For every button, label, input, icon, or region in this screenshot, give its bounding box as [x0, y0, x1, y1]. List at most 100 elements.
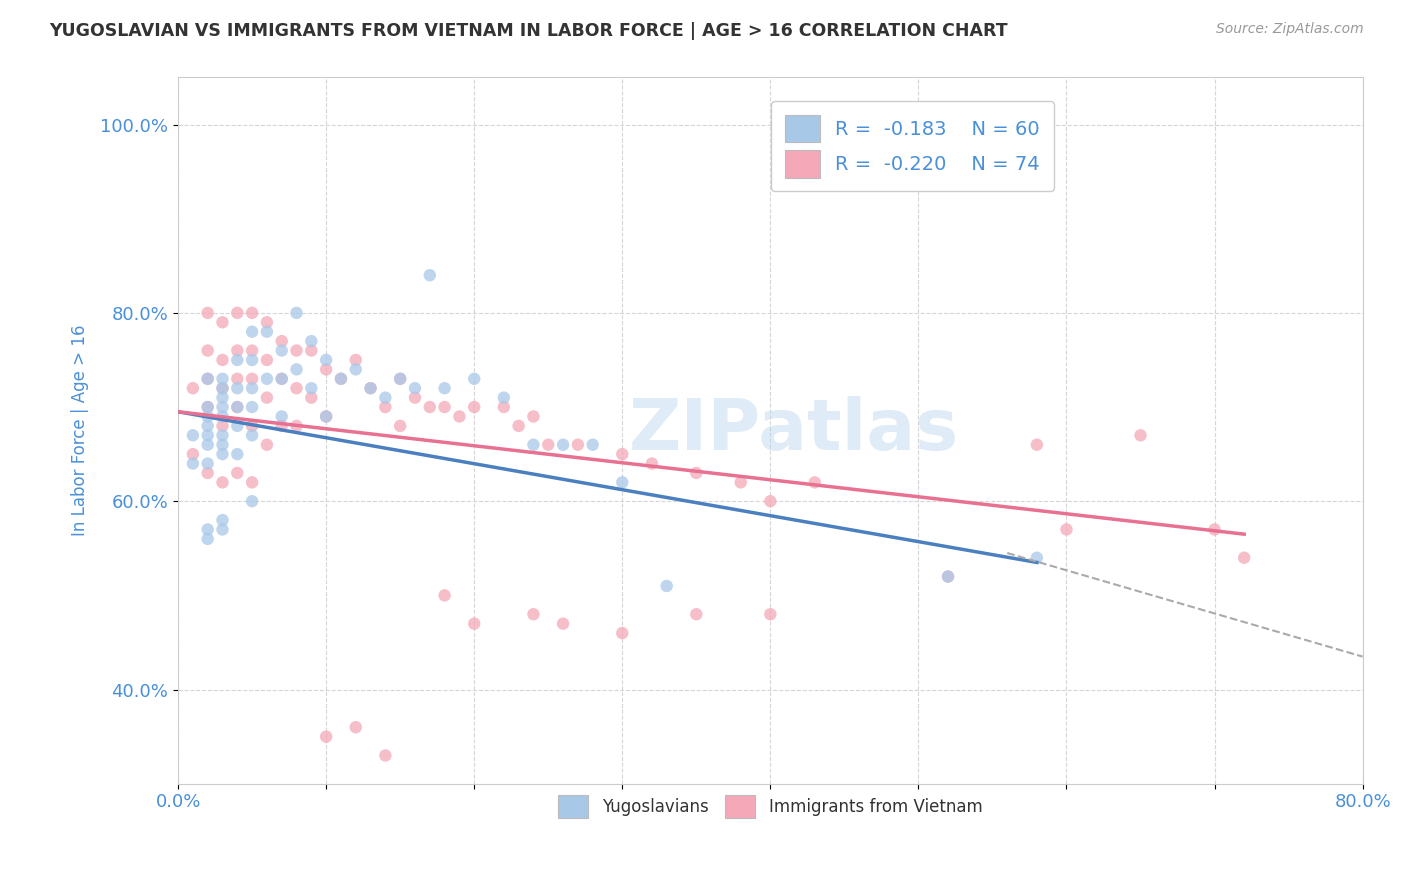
Point [181, 428, 204, 442]
Point [315, 409, 337, 424]
Point [463, 616, 485, 631]
Point [1204, 523, 1226, 537]
Point [240, 400, 263, 414]
Point [211, 438, 233, 452]
Point [226, 372, 249, 386]
Point [360, 381, 382, 395]
Legend: Yugoslavians, Immigrants from Vietnam: Yugoslavians, Immigrants from Vietnam [551, 788, 988, 825]
Point [404, 381, 426, 395]
Point [197, 523, 219, 537]
Point [537, 438, 560, 452]
Point [211, 315, 233, 329]
Point [197, 466, 219, 480]
Point [197, 428, 219, 442]
Point [197, 418, 219, 433]
Point [240, 372, 263, 386]
Point [344, 353, 367, 368]
Point [582, 438, 605, 452]
Point [197, 438, 219, 452]
Point [285, 362, 308, 376]
Point [226, 306, 249, 320]
Point [240, 343, 263, 358]
Point [433, 400, 456, 414]
Point [463, 372, 485, 386]
Point [256, 372, 278, 386]
Point [197, 400, 219, 414]
Point [1233, 550, 1256, 565]
Point [1025, 438, 1047, 452]
Point [285, 343, 308, 358]
Point [389, 372, 412, 386]
Point [240, 494, 263, 508]
Point [433, 588, 456, 602]
Point [270, 409, 292, 424]
Point [181, 447, 204, 461]
Point [226, 400, 249, 414]
Point [492, 400, 515, 414]
Point [419, 400, 441, 414]
Point [240, 353, 263, 368]
Y-axis label: In Labor Force | Age > 16: In Labor Force | Age > 16 [72, 325, 89, 536]
Point [256, 353, 278, 368]
Point [285, 306, 308, 320]
Point [936, 569, 959, 583]
Point [1129, 428, 1152, 442]
Point [329, 372, 352, 386]
Point [641, 457, 664, 471]
Point [256, 438, 278, 452]
Point [508, 418, 530, 433]
Point [211, 475, 233, 490]
Point [1025, 550, 1047, 565]
Point [315, 409, 337, 424]
Point [567, 438, 589, 452]
Point [492, 391, 515, 405]
Point [256, 315, 278, 329]
Point [197, 532, 219, 546]
Point [211, 381, 233, 395]
Point [270, 418, 292, 433]
Point [226, 343, 249, 358]
Point [685, 466, 707, 480]
Point [211, 523, 233, 537]
Text: Source: ZipAtlas.com: Source: ZipAtlas.com [1216, 22, 1364, 37]
Text: YUGOSLAVIAN VS IMMIGRANTS FROM VIETNAM IN LABOR FORCE | AGE > 16 CORRELATION CHA: YUGOSLAVIAN VS IMMIGRANTS FROM VIETNAM I… [49, 22, 1008, 40]
Point [685, 607, 707, 622]
Point [270, 334, 292, 348]
Point [449, 409, 471, 424]
Point [730, 475, 752, 490]
Point [181, 457, 204, 471]
Point [197, 457, 219, 471]
Point [211, 381, 233, 395]
Point [226, 381, 249, 395]
Point [299, 343, 322, 358]
Point [522, 438, 544, 452]
Point [655, 579, 678, 593]
Point [197, 343, 219, 358]
Point [463, 400, 485, 414]
Point [299, 381, 322, 395]
Point [612, 447, 634, 461]
Point [197, 372, 219, 386]
Point [211, 409, 233, 424]
Point [299, 334, 322, 348]
Point [197, 400, 219, 414]
Point [226, 466, 249, 480]
Point [270, 372, 292, 386]
Point [226, 353, 249, 368]
Point [360, 381, 382, 395]
Point [256, 391, 278, 405]
Point [240, 306, 263, 320]
Point [226, 447, 249, 461]
Point [759, 494, 782, 508]
Point [197, 306, 219, 320]
Point [759, 607, 782, 622]
Point [803, 475, 825, 490]
Point [344, 362, 367, 376]
Point [315, 362, 337, 376]
Point [256, 325, 278, 339]
Point [522, 607, 544, 622]
Point [404, 391, 426, 405]
Point [522, 409, 544, 424]
Point [551, 616, 574, 631]
Point [285, 381, 308, 395]
